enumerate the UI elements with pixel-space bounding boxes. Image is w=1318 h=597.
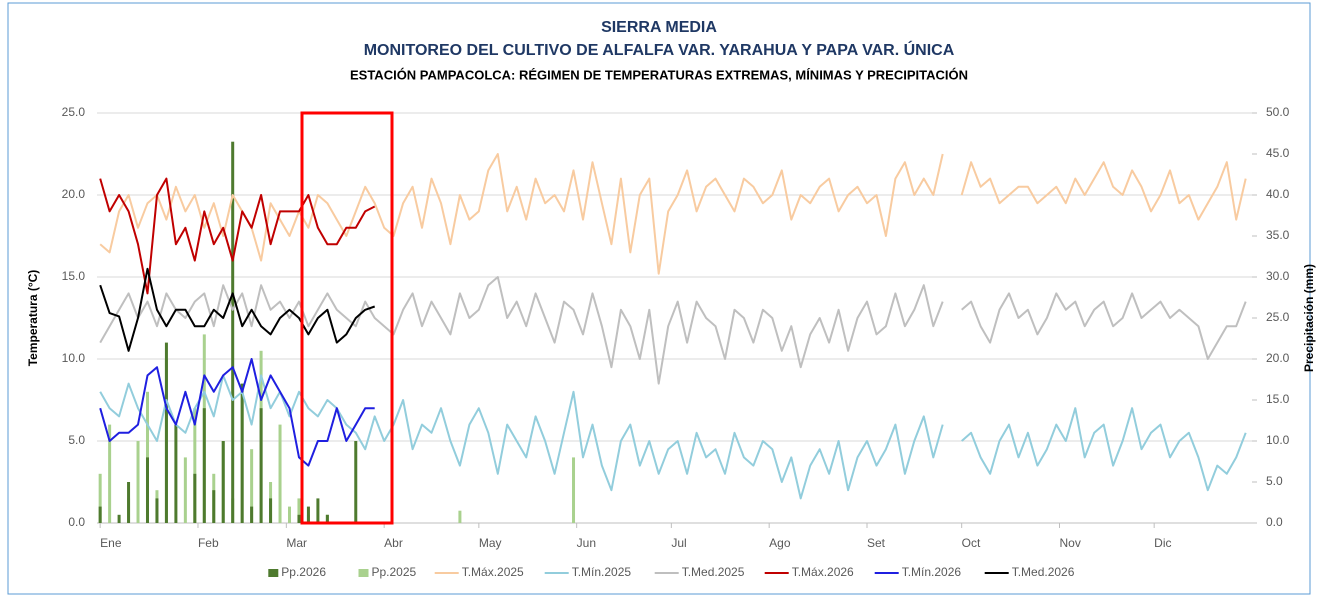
x-tick-label: Oct (962, 536, 981, 550)
chart-description: ESTACIÓN PAMPACOLCA: RÉGIMEN DE TEMPERAT… (350, 67, 968, 82)
chart-subtitle: MONITOREO DEL CULTIVO DE ALFALFA VAR. YA… (364, 40, 955, 59)
x-tick-label: Dic (1154, 536, 1171, 550)
y2-tick-label: 15.0 (1266, 392, 1290, 406)
bar (127, 482, 131, 523)
bar (117, 514, 121, 523)
legend-label: Pp.2025 (372, 565, 417, 579)
line (99, 374, 1247, 500)
bar (193, 473, 197, 523)
x-tick-label: Feb (198, 536, 219, 550)
bar (297, 514, 301, 523)
bar (240, 383, 244, 523)
bar (288, 506, 291, 523)
line (99, 177, 376, 295)
y2-tick-label: 35.0 (1266, 228, 1290, 242)
bar (250, 449, 254, 523)
y2-tick-label: 0.0 (1266, 515, 1283, 529)
bar (174, 424, 178, 523)
legend-label: T.Máx.2026 (792, 565, 854, 579)
bar (155, 498, 159, 523)
bar (193, 408, 197, 523)
bar (458, 510, 462, 523)
y-tick-label: 0.0 (68, 515, 85, 529)
x-tick-label: Set (867, 536, 886, 550)
line (99, 153, 1247, 275)
y2-tick-label: 50.0 (1266, 105, 1290, 119)
legend-label: Pp.2026 (281, 565, 326, 579)
bar (136, 441, 140, 523)
bar (108, 424, 112, 523)
line (99, 358, 375, 467)
bar (250, 506, 254, 523)
y2-tick-label: 30.0 (1266, 269, 1290, 283)
legend-swatch (268, 569, 279, 577)
bar (98, 473, 102, 523)
bar (316, 498, 320, 523)
bar (297, 498, 301, 523)
legend-swatch (358, 569, 369, 577)
legend-label: T.Med.2025 (682, 565, 745, 579)
bar (572, 457, 576, 523)
x-tick-label: Jun (577, 536, 596, 550)
y2-tick-label: 10.0 (1266, 433, 1290, 447)
x-tick-label: May (479, 536, 502, 550)
bar (183, 457, 187, 523)
bar (202, 408, 206, 523)
grid: 0.0 5.0 10.0 15.0 20.0 25.0 0.0 5.0 10.0 15.0 20.0… (62, 105, 1290, 550)
bar (164, 342, 168, 523)
y2-axis-title: Precipitación (mm) (1302, 264, 1316, 372)
chart-frame (7, 2, 1311, 595)
lines (99, 153, 1247, 500)
legend-label: T.Mín.2026 (902, 565, 962, 579)
bar (354, 441, 358, 523)
bar (212, 490, 216, 523)
bar (269, 498, 273, 523)
legend: Pp.2026 Pp.2025 T.Máx.2025 T.Mín.2025 T.Med.… (268, 565, 1075, 579)
bars (98, 141, 576, 523)
bar (145, 457, 149, 523)
y2-tick-label: 45.0 (1266, 146, 1290, 160)
y2-tick-label: 40.0 (1266, 187, 1290, 201)
highlight-box (300, 111, 394, 525)
bar (325, 514, 329, 523)
x-tick-label: Nov (1060, 536, 1081, 550)
y2-tick-label: 25.0 (1266, 310, 1290, 324)
legend-label: T.Mín.2025 (572, 565, 632, 579)
bar (278, 424, 282, 523)
y-tick-label: 15.0 (62, 269, 86, 283)
line (99, 267, 376, 352)
x-tick-label: Mar (286, 536, 307, 550)
y-tick-label: 5.0 (68, 433, 85, 447)
y-axis-title: Temperatura (°C) (26, 270, 40, 367)
line (99, 276, 1247, 385)
legend-label: T.Med.2026 (1012, 565, 1075, 579)
x-tick-label: Abr (384, 536, 403, 550)
bar (231, 141, 235, 523)
x-tick-label: Jul (671, 536, 686, 550)
bar (221, 441, 225, 523)
bar (259, 408, 263, 523)
y2-tick-label: 5.0 (1266, 474, 1283, 488)
bar (98, 506, 102, 523)
x-tick-label: Ago (769, 536, 791, 550)
y-tick-label: 20.0 (62, 187, 86, 201)
legend-label: T.Máx.2025 (462, 565, 524, 579)
y2-tick-label: 20.0 (1266, 351, 1290, 365)
chart-title: SIERRA MEDIA (601, 19, 717, 36)
y-tick-label: 25.0 (62, 105, 86, 119)
x-tick-label: Ene (100, 536, 122, 550)
bar (306, 506, 310, 523)
y-tick-label: 10.0 (62, 351, 86, 365)
